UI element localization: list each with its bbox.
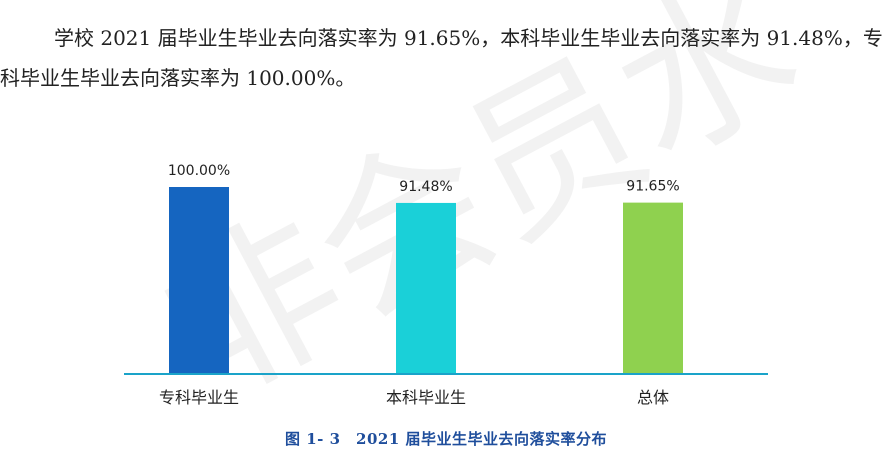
summary-paragraph: 学校 2021 届毕业生毕业去向落实率为 91.65%，本科毕业生毕业去向落实率…	[0, 26, 883, 90]
bar-3	[623, 202, 683, 374]
bars-group: 100.00% 专科毕业生 91.48% 本科毕业生 91.65% 总体	[159, 163, 683, 407]
bar-2	[396, 202, 456, 374]
data-label-2: 91.48%	[399, 179, 452, 195]
figure-caption: 图 1- 3 2021 届毕业生毕业去向落实率分布	[284, 430, 608, 448]
data-label-1: 100.00%	[168, 163, 230, 179]
category-label-1: 专科毕业生	[159, 388, 239, 407]
data-label-3: 91.65%	[626, 179, 679, 195]
category-label-3: 总体	[637, 388, 669, 407]
category-label-2: 本科毕业生	[386, 388, 466, 407]
bar-1	[169, 187, 229, 374]
